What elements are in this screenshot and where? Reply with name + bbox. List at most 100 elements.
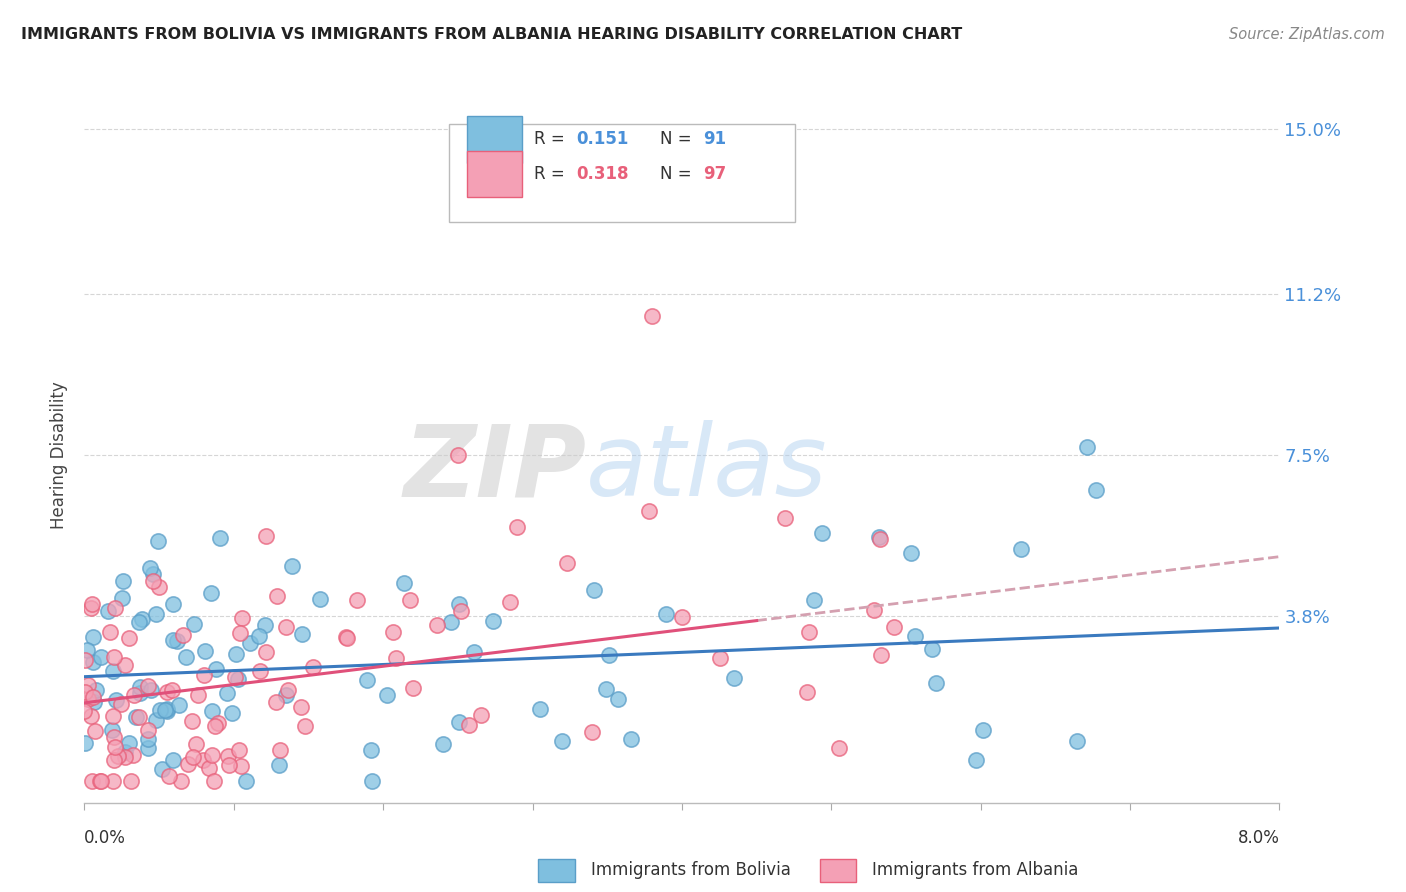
Point	[228, 742, 250, 756]
Point	[336, 632, 359, 646]
FancyBboxPatch shape	[467, 151, 522, 197]
Point	[205, 662, 228, 676]
Point	[797, 625, 820, 640]
Point	[73, 705, 96, 719]
Point	[394, 576, 416, 591]
Point	[83, 695, 105, 709]
Point	[239, 636, 262, 650]
Point	[138, 732, 160, 747]
Point	[104, 601, 127, 615]
Point	[209, 531, 232, 545]
Point	[110, 697, 132, 711]
Point	[98, 625, 121, 640]
Text: N =: N =	[661, 130, 697, 148]
Point	[869, 648, 891, 662]
Point	[529, 702, 551, 716]
Point	[153, 703, 176, 717]
Point	[187, 688, 209, 702]
Point	[655, 607, 678, 622]
Point	[84, 683, 107, 698]
Point	[215, 686, 238, 700]
Point	[796, 685, 818, 699]
Point	[183, 616, 205, 631]
Point	[157, 769, 180, 783]
Point	[401, 681, 423, 696]
Point	[128, 615, 150, 629]
Point	[217, 748, 239, 763]
Point	[432, 737, 454, 751]
Point	[156, 701, 179, 715]
Point	[97, 604, 120, 618]
Text: 97: 97	[703, 165, 727, 183]
Point	[900, 546, 922, 560]
Point	[136, 723, 159, 738]
Point	[103, 753, 125, 767]
Point	[156, 684, 179, 698]
Point	[281, 558, 304, 573]
Text: R =: R =	[534, 130, 569, 148]
Point	[1085, 483, 1108, 497]
Point	[803, 593, 825, 607]
Point	[156, 705, 179, 719]
Point	[447, 715, 470, 730]
Point	[138, 679, 160, 693]
Point	[82, 597, 104, 611]
Point	[274, 620, 297, 634]
Point	[197, 761, 219, 775]
Point	[204, 719, 226, 733]
Text: 8.0%: 8.0%	[1237, 829, 1279, 847]
Point	[356, 673, 378, 687]
Point	[145, 607, 167, 621]
Point	[276, 688, 298, 702]
Point	[269, 743, 291, 757]
Point	[107, 749, 129, 764]
Point	[399, 593, 422, 607]
Point	[1010, 541, 1032, 556]
Point	[506, 519, 529, 533]
Point	[225, 647, 247, 661]
Point	[440, 615, 463, 629]
Point	[101, 774, 124, 789]
Point	[114, 750, 136, 764]
Point	[169, 698, 191, 713]
Point	[146, 533, 169, 548]
Point	[360, 774, 382, 789]
Point	[142, 574, 165, 588]
Point	[904, 629, 927, 643]
Point	[384, 651, 406, 665]
Point	[82, 630, 104, 644]
Point	[100, 723, 122, 737]
Point	[301, 659, 323, 673]
Point	[76, 677, 98, 691]
Point	[129, 686, 152, 700]
Point	[128, 709, 150, 723]
Point	[382, 625, 405, 640]
Point	[111, 591, 134, 605]
Point	[122, 688, 145, 702]
Point	[73, 736, 96, 750]
Point	[142, 567, 165, 582]
Point	[606, 692, 628, 706]
Text: 91: 91	[703, 130, 727, 148]
Point	[481, 614, 503, 628]
Point	[103, 650, 125, 665]
Point	[254, 528, 277, 542]
Point	[235, 774, 257, 789]
Point	[229, 626, 252, 640]
Point	[207, 715, 229, 730]
Point	[89, 774, 111, 789]
Point	[131, 612, 153, 626]
Point	[827, 741, 849, 756]
Text: IMMIGRANTS FROM BOLIVIA VS IMMIGRANTS FROM ALBANIA HEARING DISABILITY CORRELATIO: IMMIGRANTS FROM BOLIVIA VS IMMIGRANTS FR…	[21, 27, 962, 42]
Point	[254, 645, 277, 659]
Point	[111, 574, 134, 588]
Point	[290, 700, 312, 714]
Point	[150, 762, 173, 776]
Point	[863, 603, 886, 617]
Point	[470, 708, 492, 723]
Point	[266, 589, 288, 603]
Point	[202, 774, 225, 789]
Point	[172, 627, 194, 641]
Point	[90, 649, 112, 664]
Point	[965, 754, 987, 768]
